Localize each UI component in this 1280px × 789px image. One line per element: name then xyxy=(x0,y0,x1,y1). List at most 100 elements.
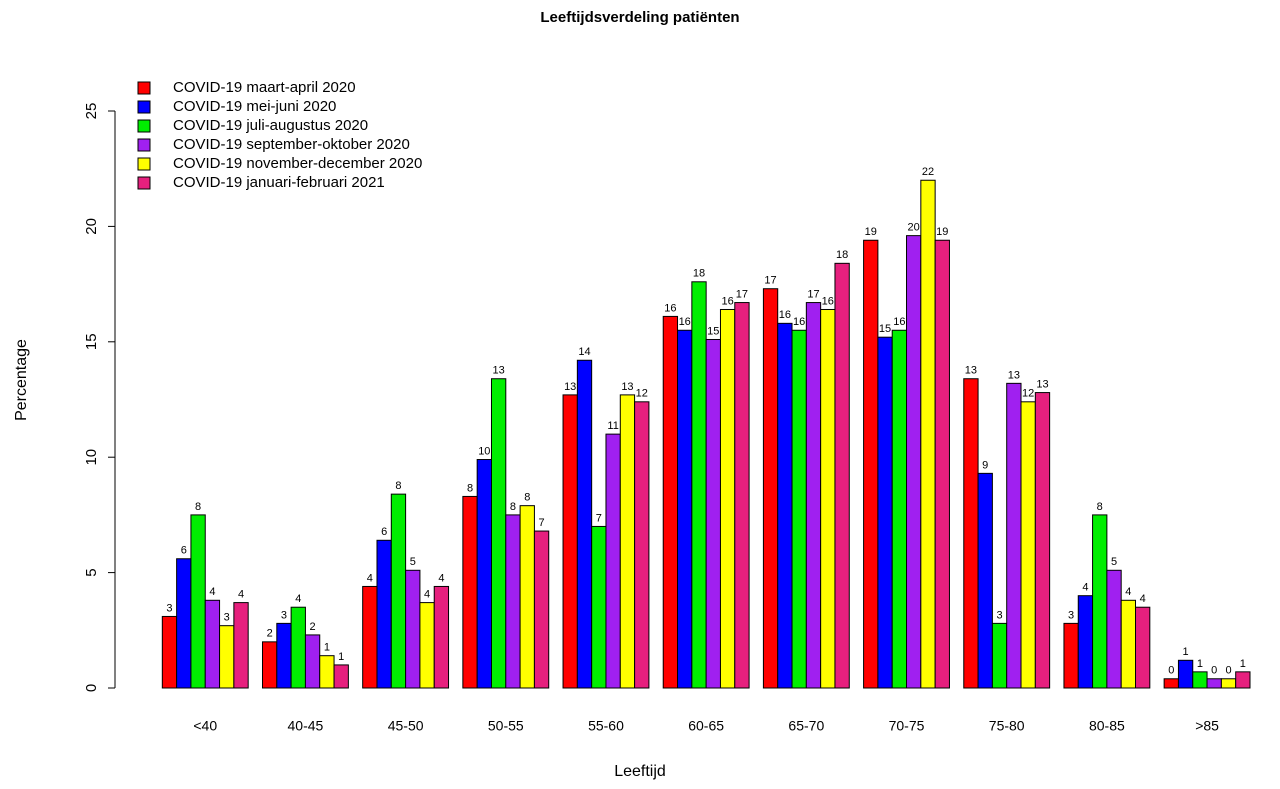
bar xyxy=(1006,382,1022,689)
value-label: 3 xyxy=(166,602,172,614)
value-label: 17 xyxy=(736,288,748,300)
bar xyxy=(834,262,850,689)
bar xyxy=(762,288,779,689)
bar xyxy=(476,459,492,689)
value-label: 16 xyxy=(721,295,733,307)
value-label: 4 xyxy=(209,586,215,598)
bar xyxy=(605,433,621,689)
bar xyxy=(505,514,521,689)
x-tick-label: 60-65 xyxy=(688,718,724,734)
value-label: 16 xyxy=(779,309,791,321)
bar xyxy=(662,315,679,689)
bar xyxy=(190,514,206,689)
value-label: 0 xyxy=(1168,665,1174,677)
value-label: 7 xyxy=(539,517,545,529)
bar xyxy=(991,622,1008,689)
x-tick-label: <40 xyxy=(193,718,217,734)
value-label: 20 xyxy=(908,222,920,234)
bar xyxy=(891,329,908,689)
bar xyxy=(562,394,578,689)
y-tick-label: 20 xyxy=(83,218,100,235)
bar xyxy=(1206,678,1222,689)
bar xyxy=(176,558,192,689)
value-label: 16 xyxy=(679,316,691,328)
bar xyxy=(1092,514,1108,689)
y-tick-label: 15 xyxy=(83,333,100,350)
bar xyxy=(791,329,807,689)
value-label: 1 xyxy=(1240,658,1246,670)
y-tick-label: 25 xyxy=(83,103,100,120)
bar xyxy=(1034,392,1051,689)
legend-swatch xyxy=(137,100,151,114)
value-label: 8 xyxy=(395,480,401,492)
bar xyxy=(304,634,321,689)
y-tick-label: 10 xyxy=(83,449,100,466)
legend-swatch xyxy=(137,119,151,133)
value-label: 16 xyxy=(893,316,905,328)
value-label: 2 xyxy=(310,621,316,633)
bar xyxy=(1192,671,1208,689)
bar xyxy=(877,336,893,689)
bar xyxy=(619,394,636,689)
value-label: 0 xyxy=(1225,665,1231,677)
value-label: 13 xyxy=(965,365,977,377)
value-label: 2 xyxy=(267,628,273,640)
value-label: 0 xyxy=(1211,665,1217,677)
value-label: 8 xyxy=(1097,501,1103,513)
bar xyxy=(934,239,950,689)
legend-label: COVID-19 september-oktober 2020 xyxy=(173,136,410,153)
legend-label: COVID-19 januari-februari 2021 xyxy=(173,174,385,191)
value-label: 16 xyxy=(822,295,834,307)
bar xyxy=(419,602,435,689)
x-tick-label: 70-75 xyxy=(889,718,925,734)
value-label: 3 xyxy=(224,612,230,624)
value-label: 13 xyxy=(1008,369,1020,381)
chart-title: Leeftijdsverdeling patiënten xyxy=(540,9,739,26)
legend-swatch xyxy=(137,157,151,171)
bar xyxy=(1177,659,1194,689)
bar xyxy=(405,569,421,689)
value-label: 16 xyxy=(793,316,805,328)
value-label: 15 xyxy=(879,323,891,335)
bar xyxy=(677,329,693,689)
value-label: 8 xyxy=(524,492,530,504)
value-label: 6 xyxy=(381,526,387,538)
value-label: 18 xyxy=(693,268,705,280)
value-label: 4 xyxy=(295,593,301,605)
bar xyxy=(634,401,650,689)
value-label: 16 xyxy=(664,302,676,314)
y-tick-label: 5 xyxy=(83,568,100,576)
value-label: 13 xyxy=(493,365,505,377)
value-label: 19 xyxy=(865,226,877,238)
value-label: 1 xyxy=(338,651,344,663)
value-label: 6 xyxy=(181,545,187,557)
x-tick-label: 50-55 xyxy=(488,718,524,734)
x-axis-label: Leeftijd xyxy=(614,763,666,780)
value-label: 8 xyxy=(195,501,201,513)
x-tick-label: 40-45 xyxy=(288,718,324,734)
bar xyxy=(233,602,249,689)
value-label: 13 xyxy=(1036,378,1048,390)
bar xyxy=(1063,622,1079,689)
bar xyxy=(519,505,535,689)
bar xyxy=(1235,671,1251,689)
bar xyxy=(276,622,292,689)
value-label: 4 xyxy=(1125,586,1131,598)
bar xyxy=(920,179,936,689)
bar xyxy=(963,378,979,689)
bar xyxy=(362,585,378,689)
y-axis-label: Percentage xyxy=(13,339,30,421)
value-label: 7 xyxy=(596,512,602,524)
bar xyxy=(261,641,278,689)
bar xyxy=(1020,401,1036,689)
value-label: 14 xyxy=(578,346,590,358)
bar xyxy=(691,281,707,689)
legend-label: COVID-19 maart-april 2020 xyxy=(173,79,356,96)
bar xyxy=(591,525,607,689)
bar xyxy=(533,530,550,689)
x-tick-label: 65-70 xyxy=(788,718,824,734)
bar xyxy=(1120,599,1137,689)
value-label: 1 xyxy=(324,642,330,654)
